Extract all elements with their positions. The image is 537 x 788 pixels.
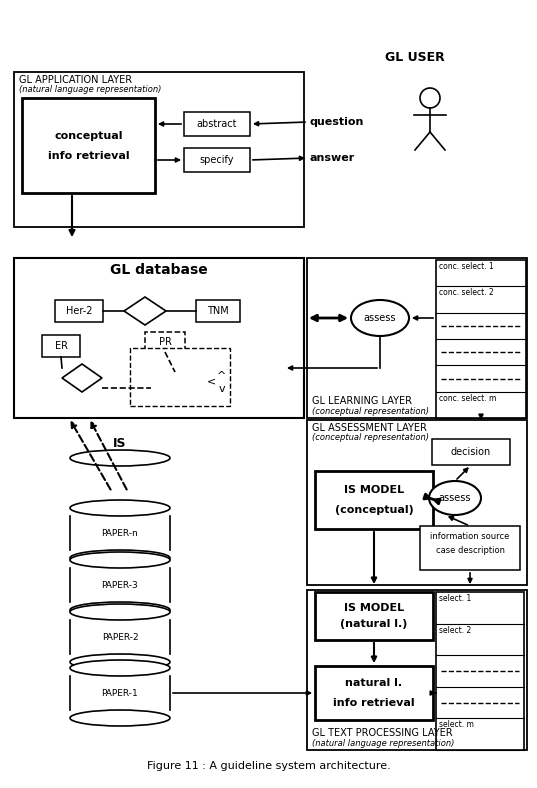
Text: GL USER: GL USER bbox=[385, 51, 445, 64]
Text: PAPER-2: PAPER-2 bbox=[101, 633, 139, 641]
Text: IS MODEL: IS MODEL bbox=[344, 603, 404, 613]
Text: Her-2: Her-2 bbox=[66, 306, 92, 316]
Text: PAPER-3: PAPER-3 bbox=[101, 581, 139, 589]
Text: assess: assess bbox=[439, 493, 471, 503]
Text: PAPER-1: PAPER-1 bbox=[101, 689, 139, 697]
Text: info retrieval: info retrieval bbox=[48, 151, 129, 161]
Bar bbox=[315, 666, 433, 720]
Text: ^: ^ bbox=[217, 371, 227, 381]
Text: (conceptual representation): (conceptual representation) bbox=[312, 433, 429, 442]
Text: question: question bbox=[310, 117, 365, 127]
Bar bbox=[436, 260, 526, 418]
Text: abstract: abstract bbox=[197, 119, 237, 129]
Text: select. m: select. m bbox=[439, 720, 474, 730]
Text: (natural l.): (natural l.) bbox=[340, 619, 408, 629]
Text: natural l.: natural l. bbox=[345, 678, 403, 688]
Bar bbox=[55, 300, 103, 322]
Ellipse shape bbox=[70, 654, 170, 670]
Ellipse shape bbox=[70, 710, 170, 726]
Text: (conceptual): (conceptual) bbox=[335, 505, 413, 515]
Text: (natural language representation): (natural language representation) bbox=[19, 85, 162, 94]
Text: PR: PR bbox=[158, 337, 171, 347]
Bar bbox=[315, 592, 433, 640]
Bar bbox=[184, 148, 250, 172]
Ellipse shape bbox=[70, 500, 170, 516]
Polygon shape bbox=[62, 364, 102, 392]
Text: information source: information source bbox=[430, 532, 510, 541]
Bar bbox=[307, 420, 527, 585]
Text: Figure 11 : A guideline system architecture.: Figure 11 : A guideline system architect… bbox=[147, 761, 390, 771]
Text: select. 1: select. 1 bbox=[439, 594, 471, 603]
Bar bbox=[432, 439, 510, 465]
Text: assess: assess bbox=[364, 313, 396, 323]
Text: IS: IS bbox=[113, 437, 127, 450]
Text: info retrieval: info retrieval bbox=[333, 698, 415, 708]
Ellipse shape bbox=[70, 450, 170, 466]
Polygon shape bbox=[124, 297, 166, 325]
Ellipse shape bbox=[429, 481, 481, 515]
Text: GL TEXT PROCESSING LAYER: GL TEXT PROCESSING LAYER bbox=[312, 728, 453, 738]
Text: answer: answer bbox=[310, 153, 355, 163]
Text: GL LEARNING LAYER: GL LEARNING LAYER bbox=[312, 396, 412, 406]
Bar bbox=[22, 98, 155, 193]
Ellipse shape bbox=[70, 602, 170, 618]
Polygon shape bbox=[151, 372, 199, 404]
Ellipse shape bbox=[70, 660, 170, 676]
Bar bbox=[436, 592, 524, 750]
Text: specify: specify bbox=[200, 155, 234, 165]
Text: (natural language representation): (natural language representation) bbox=[312, 739, 454, 748]
Ellipse shape bbox=[70, 552, 170, 568]
Text: GL database: GL database bbox=[110, 263, 208, 277]
Bar bbox=[145, 332, 185, 352]
Text: GL ASSESSMENT LAYER: GL ASSESSMENT LAYER bbox=[312, 423, 427, 433]
Bar bbox=[130, 348, 230, 406]
Ellipse shape bbox=[351, 300, 409, 336]
Text: PAPER-n: PAPER-n bbox=[101, 529, 139, 537]
Bar bbox=[14, 72, 304, 227]
Bar bbox=[184, 112, 250, 136]
Text: GL APPLICATION LAYER: GL APPLICATION LAYER bbox=[19, 75, 132, 85]
Text: select. 2: select. 2 bbox=[439, 626, 471, 634]
Text: v: v bbox=[219, 384, 226, 394]
Text: conc. select. m: conc. select. m bbox=[439, 394, 496, 403]
Bar bbox=[196, 300, 240, 322]
Text: ER: ER bbox=[54, 341, 68, 351]
Text: conceptual: conceptual bbox=[54, 131, 123, 140]
Text: <: < bbox=[207, 376, 216, 386]
Bar bbox=[14, 258, 304, 418]
Bar bbox=[307, 590, 527, 750]
Ellipse shape bbox=[70, 550, 170, 566]
Text: conc. select. 2: conc. select. 2 bbox=[439, 288, 494, 297]
Text: case description: case description bbox=[436, 546, 504, 555]
Text: decision: decision bbox=[451, 447, 491, 457]
Bar bbox=[42, 335, 80, 357]
Text: conc. select. 1: conc. select. 1 bbox=[439, 262, 494, 271]
Text: (conceptual representation): (conceptual representation) bbox=[312, 407, 429, 416]
Bar bbox=[315, 471, 433, 529]
Bar bbox=[307, 258, 527, 418]
Text: TNM: TNM bbox=[207, 306, 229, 316]
Ellipse shape bbox=[420, 88, 440, 108]
Ellipse shape bbox=[70, 604, 170, 620]
Text: IS MODEL: IS MODEL bbox=[344, 485, 404, 495]
Bar bbox=[420, 526, 520, 570]
